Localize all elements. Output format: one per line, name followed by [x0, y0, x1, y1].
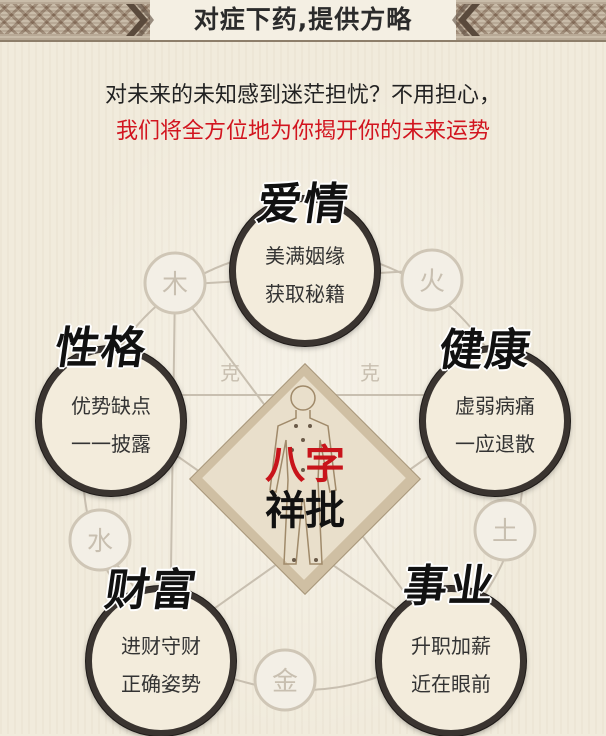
element-node-earth: [473, 498, 537, 562]
love-title: 爱情: [253, 179, 353, 230]
header-pattern-left: [0, 4, 150, 34]
glyph-ke-left: 克: [220, 361, 240, 385]
header-pattern-right: [456, 4, 606, 34]
element-node-wood: [143, 251, 207, 315]
wealth-circle: 进财守财 正确姿势: [86, 586, 236, 736]
personality-line-1: 优势缺点: [71, 394, 151, 418]
love-line-1: 美满姻缘: [265, 244, 345, 268]
human-figure-icon: [269, 385, 337, 565]
glyph-wood: 木: [162, 270, 188, 300]
health-title: 健康: [435, 325, 535, 376]
intro-line-2: 我们将全方位地为你揭开你的未来运势: [115, 119, 490, 144]
header-title: 对症下药,提供方略: [193, 5, 413, 34]
glyph-fire: 火: [419, 267, 445, 297]
love-line-2: 获取秘籍: [265, 282, 345, 306]
wealth-title: 财富: [101, 565, 201, 616]
header-banner: 对症下药,提供方略: [0, 0, 606, 42]
glyph-ke-right: 克: [360, 361, 380, 385]
glyph-water: 水: [87, 527, 113, 557]
health-line-1: 虚弱病痛: [455, 394, 535, 418]
career-line-2: 近在眼前: [411, 672, 491, 696]
personality-title: 性格: [51, 323, 151, 374]
header-plate: [150, 0, 456, 40]
center-title-black: 祥批: [265, 487, 345, 534]
glyph-earth: 土: [492, 517, 518, 547]
element-node-metal: [253, 648, 317, 712]
element-node-water: [68, 508, 132, 572]
health-circle: 虚弱病痛 一应退散: [420, 346, 570, 496]
chevron-left-icon: [126, 4, 154, 36]
career-line-1: 升职加薪: [411, 634, 491, 658]
personality-line-2: 一一披露: [71, 432, 151, 456]
personality-circle: 优势缺点 一一披露: [36, 346, 186, 496]
wealth-line-2: 正确姿势: [121, 672, 201, 696]
career-title: 事业: [399, 561, 499, 612]
love-circle: 美满姻缘 获取秘籍: [230, 196, 380, 346]
intro-line-1: 对未来的未知感到迷茫担忧？不用担心，: [104, 83, 501, 108]
career-circle: 升职加薪 近在眼前: [376, 586, 526, 736]
element-node-fire: [400, 248, 464, 312]
chevron-right-icon: [452, 4, 480, 36]
wealth-line-1: 进财守财: [121, 634, 201, 658]
center-title-red: 八字: [265, 441, 345, 488]
glyph-metal: 金: [272, 667, 298, 697]
health-line-2: 一应退散: [455, 432, 535, 456]
